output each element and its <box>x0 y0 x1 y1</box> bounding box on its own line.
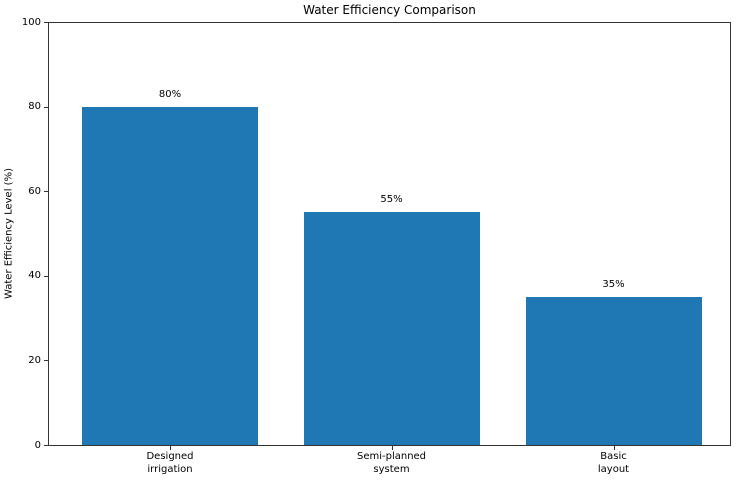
x-tick-label: Semi-planned system <box>356 451 427 475</box>
y-axis-label: Water Efficiency Level (%) <box>3 168 15 300</box>
bar <box>525 296 702 445</box>
y-tick-mark <box>44 106 48 108</box>
y-tick-label: 20 <box>28 354 41 366</box>
y-tick-label: 40 <box>28 270 41 282</box>
y-tick-label: 100 <box>21 16 41 28</box>
bar-value-label: 80% <box>158 88 182 100</box>
y-tick-mark <box>44 191 48 193</box>
y-tick-mark <box>44 275 48 277</box>
y-tick-mark <box>44 445 48 446</box>
x-tick-label: Designed irrigation <box>146 451 194 475</box>
x-tick-mark <box>391 446 393 450</box>
y-tick-label: 60 <box>28 185 41 197</box>
x-tick-mark <box>170 446 171 450</box>
bar <box>303 212 480 445</box>
y-tick-mark <box>44 360 48 362</box>
y-tick-label: 0 <box>34 439 41 451</box>
chart-title: Water Efficiency Comparison <box>303 3 476 17</box>
y-tick-mark <box>44 22 48 23</box>
y-tick-label: 80 <box>28 101 41 113</box>
bar <box>82 106 258 445</box>
x-tick-label: Basic layout <box>597 451 630 475</box>
x-tick-mark <box>613 446 615 450</box>
bar-value-label: 55% <box>380 194 403 206</box>
bar-value-label: 35% <box>602 278 625 290</box>
